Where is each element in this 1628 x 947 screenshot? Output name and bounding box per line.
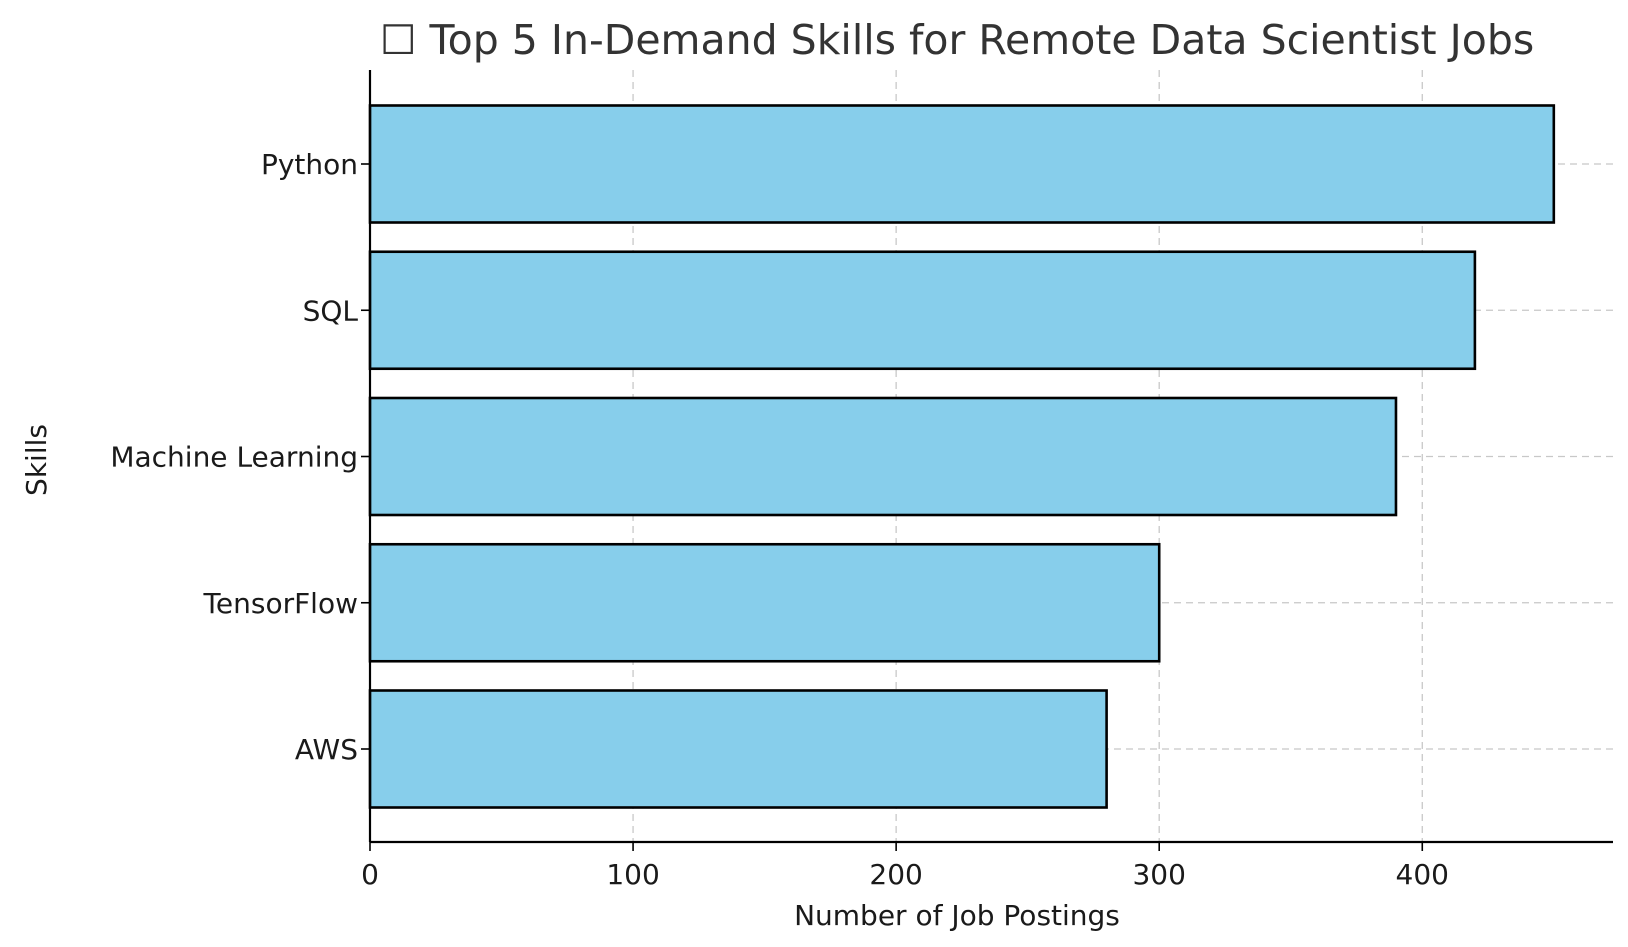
y-tick-label: Python [261,148,358,181]
x-axis-label: Number of Job Postings [794,899,1120,932]
axes [361,70,1613,851]
bar-machine-learning [368,396,1398,517]
y-tick-label: SQL [303,294,359,327]
bar-sql [368,250,1477,371]
x-tick-label: 0 [361,858,379,891]
x-tick-label: 300 [1132,858,1185,891]
y-tick-label: Machine Learning [110,441,358,474]
y-axis-label: Skills [20,424,53,496]
y-tick-label: AWS [295,733,358,766]
bar-aws [368,689,1108,809]
x-tick-label: 400 [1396,858,1449,891]
x-tick-label: 100 [606,858,659,891]
tick-labels: 0 100 200 300 400 Python SQL Machine Learning Te… [110,148,1449,891]
bars [368,104,1556,809]
y-tick-label: TensorFlow [203,587,358,620]
chart-title: ☐ Top 5 In-Demand Skills for Remote Data… [380,16,1534,64]
bar-tensorflow [368,542,1161,663]
x-tick-label: 200 [869,858,922,891]
bar-python [368,104,1556,224]
